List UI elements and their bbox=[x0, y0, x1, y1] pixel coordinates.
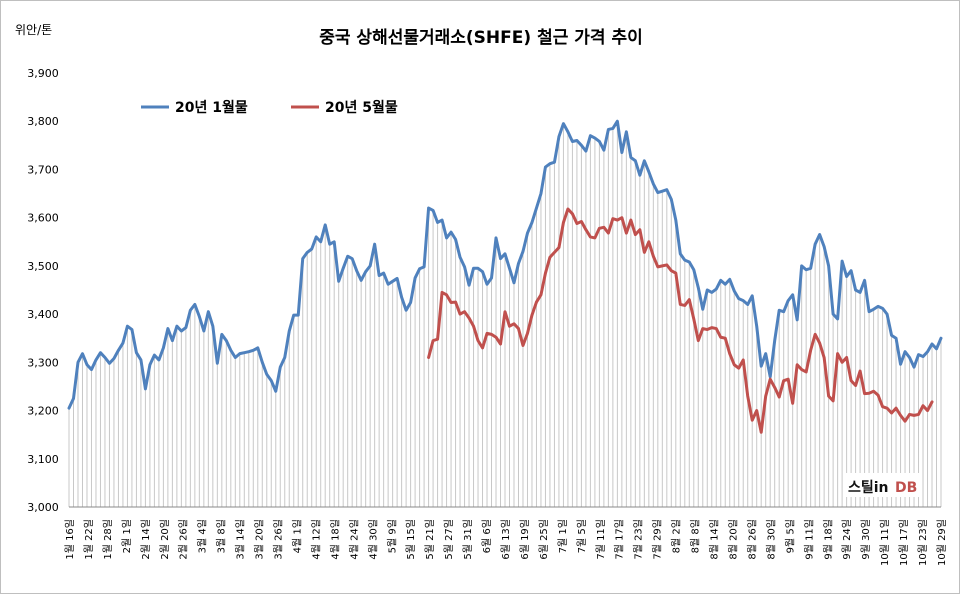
x-tick-label: 7월 1일 bbox=[557, 519, 569, 553]
x-tick-labels: 1월 16일 1월 22일 1월 28일 2월 1일 2월 14일 2월 20일 2월 26… bbox=[64, 519, 948, 566]
x-tick-label: 1월 16일 bbox=[64, 519, 76, 560]
x-tick-label: 5월 9일 bbox=[386, 519, 398, 553]
steelin-db-logo: 스틸in DB bbox=[846, 473, 922, 497]
series-line-2 bbox=[427, 207, 934, 434]
y-tick-label: 3,700 bbox=[27, 163, 59, 176]
x-tick-label: 7월 11일 bbox=[595, 519, 607, 560]
x-tick-label: 3월 14일 bbox=[235, 519, 247, 560]
y-tick-label: 3,000 bbox=[27, 501, 59, 514]
x-tick-label: 3월 20일 bbox=[254, 519, 266, 560]
y-tick-label: 3,100 bbox=[27, 453, 59, 466]
x-tick-label: 1월 22일 bbox=[83, 519, 95, 560]
x-tick-label: 2월 20일 bbox=[159, 519, 171, 560]
x-tick-label: 5월 15일 bbox=[405, 519, 417, 560]
logo-text-part: 스틸in bbox=[848, 480, 889, 496]
x-tick-label: 5월 31일 bbox=[462, 519, 474, 560]
x-tick-label: 10월 29일 bbox=[936, 519, 948, 566]
y-tick-label: 3,900 bbox=[27, 67, 59, 80]
x-tick-label: 4월 12일 bbox=[310, 519, 322, 560]
x-tick-label: 5월 27일 bbox=[443, 519, 455, 560]
x-tick-label: 7월 23일 bbox=[633, 519, 645, 560]
y-tick-label: 3,800 bbox=[27, 115, 59, 128]
legend-label: 20년 1월물 bbox=[175, 99, 248, 116]
x-tick-label: 9월 18일 bbox=[822, 519, 834, 560]
y-axis-unit-label: 위안/톤 bbox=[15, 23, 52, 37]
x-tick-label: 9월 5일 bbox=[784, 519, 796, 553]
x-tick-label: 7월 17일 bbox=[614, 519, 626, 560]
x-tick-label: 5월 21일 bbox=[424, 519, 436, 560]
logo-box bbox=[846, 473, 922, 497]
x-tick-label: 8월 2일 bbox=[671, 519, 683, 553]
y-tick-label: 3,300 bbox=[27, 356, 59, 369]
y-tick-labels: 3,000 3,100 3,200 3,300 3,400 3,500 3,600 3,700… bbox=[27, 67, 59, 514]
x-tick-label: 4월 24일 bbox=[348, 519, 360, 560]
series-line-1 bbox=[67, 119, 943, 410]
legend: 20년 1월물 20년 5월물 bbox=[141, 99, 398, 116]
x-tick-label: 3월 4일 bbox=[197, 519, 209, 553]
x-tick-label: 8월 8일 bbox=[690, 519, 702, 553]
y-tick-label: 3,500 bbox=[27, 260, 59, 273]
x-tick-label: 7월 29일 bbox=[652, 519, 664, 560]
x-tick-label: 2월 1일 bbox=[121, 519, 133, 553]
x-tick-label: 6월 19일 bbox=[519, 519, 531, 560]
x-tick-label: 10월 17일 bbox=[898, 519, 910, 566]
x-tick-label: 3월 26일 bbox=[273, 519, 285, 560]
x-tick-label: 10월 23일 bbox=[917, 519, 929, 566]
x-tick-label: 3월 8일 bbox=[216, 519, 228, 553]
y-tick-label: 3,600 bbox=[27, 212, 59, 225]
x-tick-label: 6월 6일 bbox=[481, 519, 493, 553]
x-tick-label: 4월 18일 bbox=[329, 519, 341, 560]
legend-label: 20년 5월물 bbox=[325, 99, 398, 116]
x-tick-label: 6월 13일 bbox=[500, 519, 512, 560]
x-tick-label: 9월 11일 bbox=[803, 519, 815, 560]
x-tick-label: 9월 24일 bbox=[841, 519, 853, 560]
x-tick-label: 4월 30일 bbox=[367, 519, 379, 560]
x-tick-label: 4월 1일 bbox=[291, 519, 303, 553]
y-tick-label: 3,400 bbox=[27, 308, 59, 321]
x-tick-label: 2월 26일 bbox=[178, 519, 190, 560]
x-tick-label: 8월 26일 bbox=[746, 519, 758, 560]
x-tick-label: 9월 30일 bbox=[860, 519, 872, 560]
x-tick-label: 8월 14일 bbox=[709, 519, 721, 560]
x-tick-label: 8월 20일 bbox=[727, 519, 739, 560]
x-tick-label: 7월 5일 bbox=[576, 519, 588, 553]
chart-title: 중국 상해선물거래소(SHFE) 철근 가격 추이 bbox=[319, 28, 643, 48]
series-lines bbox=[67, 119, 943, 434]
drop-line-group bbox=[68, 121, 942, 507]
logo-text-part: DB bbox=[895, 480, 917, 496]
x-tick-label: 1월 28일 bbox=[102, 519, 114, 560]
x-tick-label: 10월 11일 bbox=[879, 519, 891, 566]
x-tick-label: 6월 25일 bbox=[538, 519, 550, 560]
x-tick-label: 8월 30일 bbox=[765, 519, 777, 560]
x-tick-label: 2월 14일 bbox=[140, 519, 152, 560]
y-tick-label: 3,200 bbox=[27, 405, 59, 418]
